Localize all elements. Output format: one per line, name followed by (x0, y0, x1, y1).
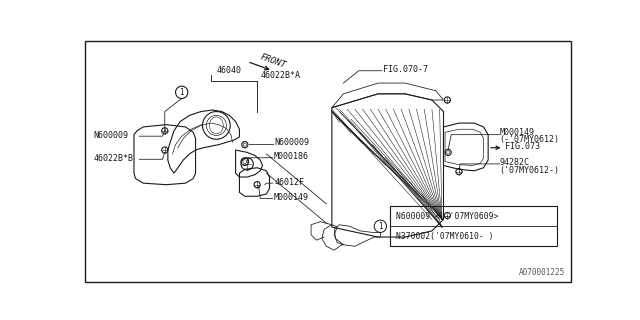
Text: FRONT: FRONT (259, 52, 287, 70)
Text: M000149: M000149 (274, 193, 309, 202)
Text: M000149: M000149 (500, 128, 534, 137)
Text: 46012F: 46012F (274, 178, 304, 187)
Text: M000186: M000186 (274, 152, 309, 161)
Text: N600009: N600009 (274, 139, 309, 148)
Text: 46040: 46040 (216, 66, 241, 75)
Text: FIG.073: FIG.073 (505, 142, 540, 151)
Text: N600009: N600009 (93, 131, 128, 140)
Text: ('07MY0612-): ('07MY0612-) (500, 166, 560, 175)
Text: 46022B*A: 46022B*A (260, 71, 300, 80)
Text: 1: 1 (179, 88, 184, 97)
Text: (-'07MY0612): (-'07MY0612) (500, 135, 560, 144)
Bar (390, 206, 557, 246)
Text: 94282C: 94282C (500, 158, 530, 167)
Text: N600009 < -'07MY0609>: N600009 < -'07MY0609> (396, 212, 498, 221)
Text: 46022B*B: 46022B*B (93, 154, 133, 163)
Text: 1: 1 (378, 222, 383, 231)
Text: A070001225: A070001225 (519, 268, 565, 277)
Text: FIG.070-7: FIG.070-7 (383, 65, 428, 74)
Text: N370002('07MY0610- ): N370002('07MY0610- ) (396, 232, 493, 241)
